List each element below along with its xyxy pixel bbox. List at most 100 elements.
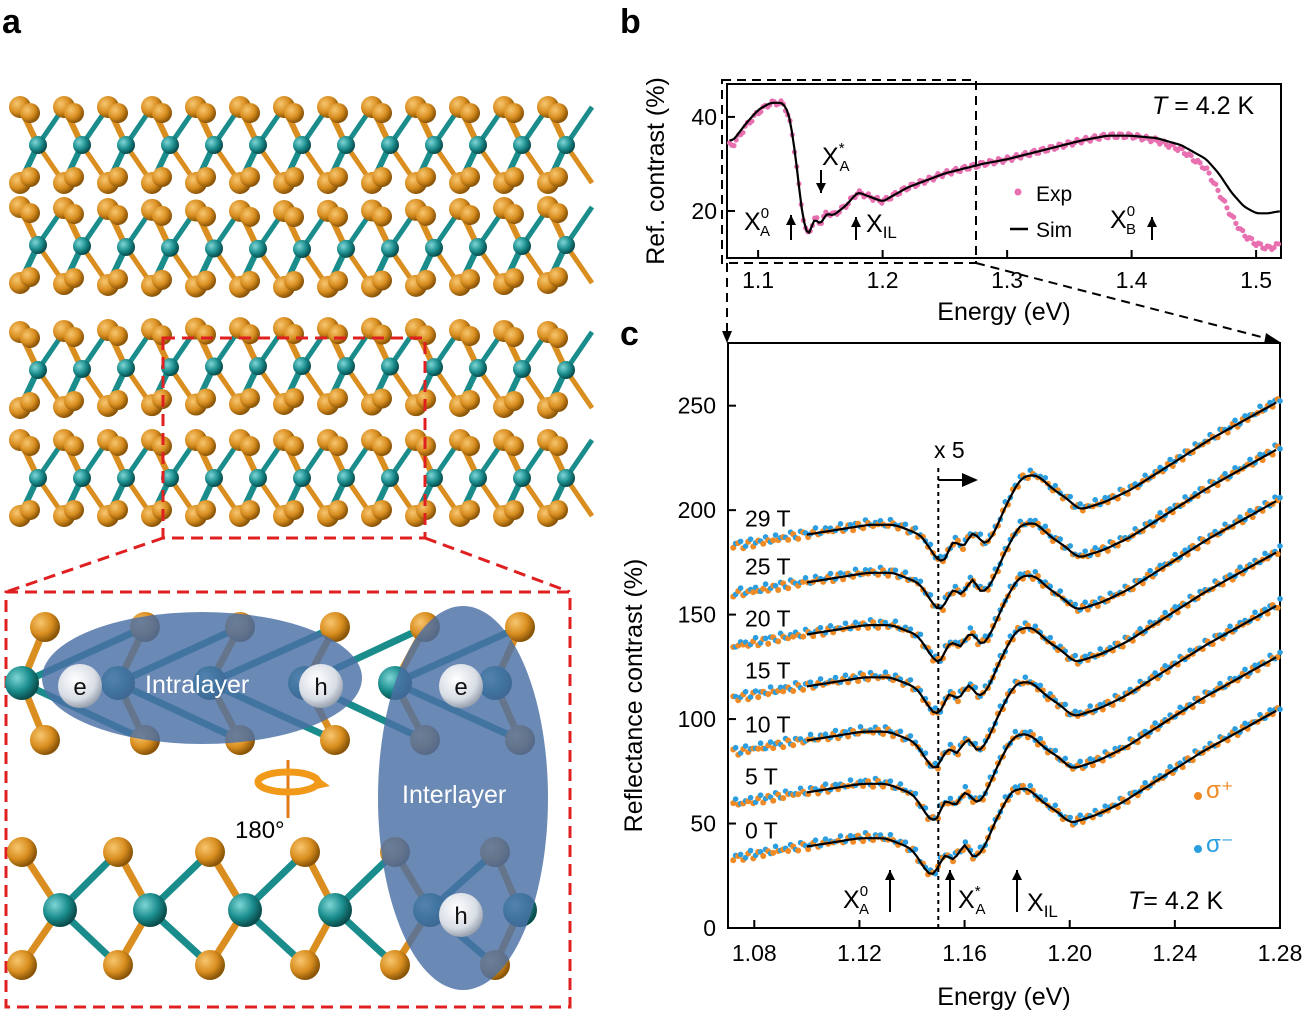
sigma-minus-point [1057,536,1064,542]
sigma-minus-point [1092,545,1099,551]
arrow-up-icon-head [885,870,895,880]
sigma-minus-point [1242,413,1248,419]
sigma-plus-point [775,586,782,593]
y-axis-label: Ref. contrast (%) [642,77,670,265]
x-tick-label: 1.5 [1240,267,1272,293]
sigma-plus-point [730,544,737,551]
te-atom [240,324,260,345]
te-atom [372,167,392,187]
series-label: 29 T [745,506,791,532]
exp-data-point [1275,241,1282,247]
mo-atom [557,136,575,154]
panel-c-chart: 0 T 5 T 10 T 15 T 20 T 25 T 29 T 1.08 1.12 1.16 1.… [620,342,1303,1011]
te-atom [372,388,392,409]
crystal-layer [9,317,595,419]
fit-line [806,656,1277,822]
y-tick-label: 150 [678,602,716,628]
sigma-minus-point [1137,626,1143,632]
te-atom [372,103,392,123]
exp-data-point [1240,227,1246,234]
sigma-plus-point [770,745,777,752]
sigma-minus-point [962,783,969,790]
sigma-minus-point [757,740,764,747]
mo-atom [249,469,267,487]
sigma-minus-point [962,839,969,845]
sigma-minus-point [932,705,939,711]
sigma-minus-point [737,585,744,591]
sigma-minus-point [817,624,824,631]
mo-atom [425,136,443,154]
mo-atom [205,136,223,154]
hole-icon-label: h [454,903,467,930]
sigma-plus-point [785,536,792,543]
te-atom [504,500,524,520]
sigma-plus-point [755,694,762,701]
series-label: 5 T [745,763,778,789]
mo-atom [337,357,355,376]
panel-label-a: a [2,3,22,41]
panel-b-frame [726,83,1282,259]
mo-atom [513,136,531,154]
y-tick-label: 250 [678,393,716,419]
sigma-minus-point [1087,756,1094,762]
mo-atom [117,469,135,487]
te-atom [505,612,535,642]
sigma-plus-point [770,537,777,544]
sigma-plus-point [950,858,957,865]
te-atom [328,436,348,456]
fit-line [806,448,1277,610]
zoom-region-box [161,336,427,540]
te-atom [196,167,216,187]
te-atom [460,167,480,187]
mo-atom [469,238,487,256]
mo-atom [205,357,223,376]
exp-data-point [1215,187,1221,193]
te-atom [328,388,348,409]
te-atom [240,388,260,409]
rotation-arrowhead-icon [312,776,330,790]
sigma-plus-point [860,838,867,845]
zoom-line-right [975,262,1274,341]
hole-icon [299,664,343,708]
arrow-up-icon-head [851,217,861,227]
fit-line [806,551,1277,715]
sigma-minus-point [972,684,979,691]
sigma-minus-point [767,684,774,690]
series-label: 20 T [745,605,791,631]
mo-atom [205,239,223,258]
te-atom [460,436,480,456]
sigma-minus-point [1172,604,1178,610]
sigma-plus-point [790,688,797,695]
sigma-minus-point [1147,567,1153,574]
te-atom [196,388,216,409]
sigma-minus-point [737,538,744,545]
te-atom [64,500,84,520]
te-atom [548,392,568,412]
zoom-arrowhead [722,331,732,343]
exp-data-point [814,215,820,221]
sigma-minus-point [747,536,754,542]
sigma-minus-point [1242,720,1248,727]
arrow-up-icon-head [1147,217,1157,227]
te-atom [108,103,128,123]
sigma-minus-point [1012,728,1019,735]
x-tick-label: 1.28 [1258,940,1303,966]
sigma-plus-point [865,624,872,631]
zoom-arrowhead [1264,333,1280,344]
x-tick-label: 1.08 [732,940,777,966]
y-tick-label: 50 [690,811,716,837]
te-atom [416,269,436,290]
mo-atom [337,469,355,487]
sigma-minus-point [1052,482,1059,489]
te-atom [240,436,260,456]
panel-b-ann-xa0: X0 A [744,205,770,240]
interlayer-label: Interlayer [402,781,506,809]
sigma-plus-point [805,846,812,853]
electron-icon-label: e [73,674,86,701]
te-atom [152,436,172,456]
te-atom [416,325,436,346]
sigma-minus-point [1082,548,1089,554]
mo-atom [425,238,443,257]
series-10t: 10 T [730,595,1283,772]
